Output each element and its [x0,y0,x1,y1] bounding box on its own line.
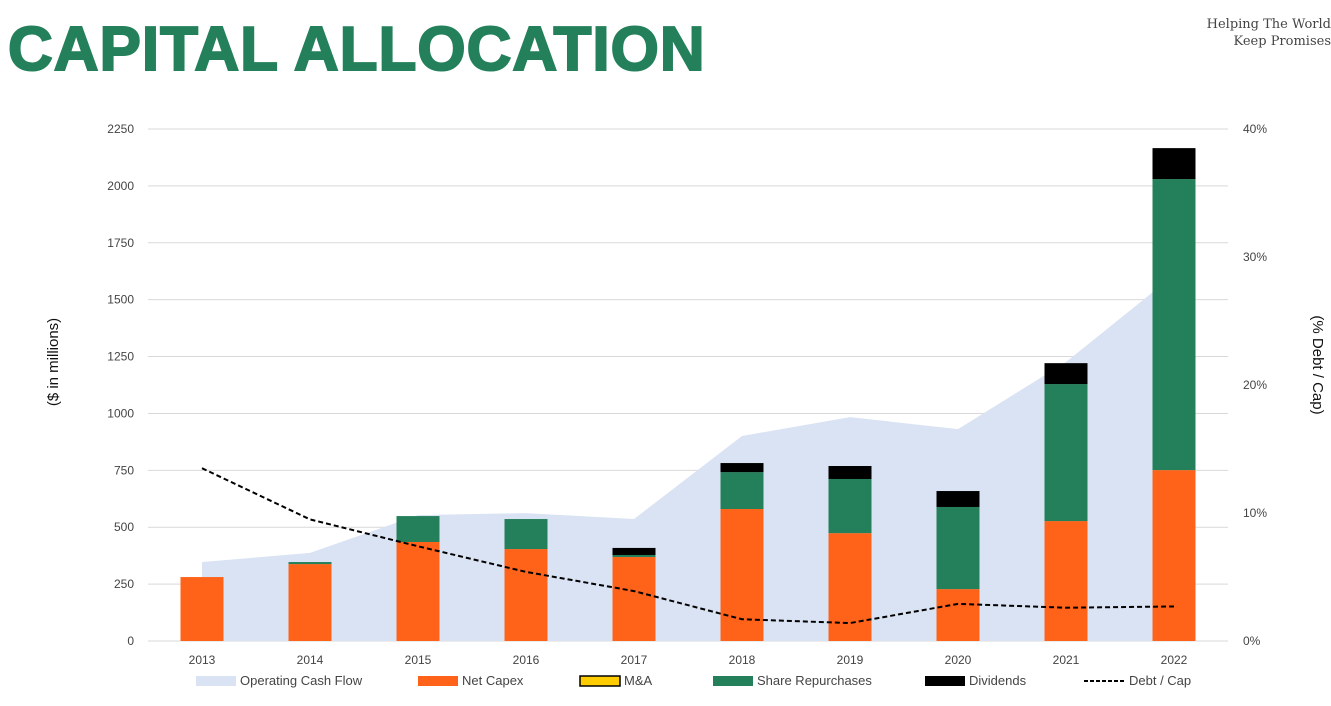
bar-net-capex-2016 [504,549,548,641]
legend-operating-cash-flow-swatch [196,676,236,686]
y-tick-label: 1750 [107,236,134,250]
x-tick-label: 2017 [621,653,648,667]
y2-tick-label: 40% [1243,122,1267,136]
bar-dividends-2020 [936,491,980,507]
bar-net-capex-2022 [1152,470,1196,641]
y2-tick-label: 10% [1243,506,1267,520]
x-tick-label: 2013 [189,653,216,667]
y2-axis-label: (% Debt / Cap) [1309,315,1326,414]
x-tick-label: 2021 [1053,653,1080,667]
bar-net-capex-2018 [720,509,764,641]
legend-m-a-label: M&A [624,673,653,688]
x-tick-label: 2019 [837,653,864,667]
y2-tick-label: 30% [1243,250,1267,264]
bar-share-repurchases-2022 [1152,179,1196,471]
legend-dividends-label: Dividends [969,673,1027,688]
bar-net-capex-2019 [828,533,872,641]
y2-tick-label: 0% [1243,634,1261,648]
bar-net-capex-2015 [396,542,440,641]
bar-net-capex-2014 [288,564,332,641]
bar-share-repurchases-2019 [828,478,872,534]
x-tick-label: 2018 [729,653,756,667]
bar-share-repurchases-2020 [936,506,980,590]
legend-share-repurchases-swatch [713,676,753,686]
area-operating-cash-flow [202,275,1174,641]
bar-share-repurchases-2014 [288,562,332,565]
bar-share-repurchases-2016 [504,519,548,550]
x-tick-label: 2014 [297,653,324,667]
y-tick-label: 2250 [107,122,134,136]
bar-dividends-2021 [1044,363,1088,385]
y-tick-label: 1500 [107,293,134,307]
bar-dividends-2022 [1152,148,1196,180]
tagline: Helping The World Keep Promises [1207,16,1331,50]
bar-net-capex-2021 [1044,521,1088,641]
tagline-line1: Helping The World [1206,17,1331,32]
y-tick-label: 500 [114,520,134,534]
y-tick-label: 0 [127,634,134,648]
x-tick-label: 2022 [1161,653,1188,667]
y2-tick-label: 20% [1243,378,1267,392]
y-tick-label: 750 [114,463,134,477]
y-tick-label: 250 [114,577,134,591]
page-title: CAPITAL ALLOCATION [7,14,706,85]
y-tick-label: 1250 [107,350,134,364]
bar-net-capex-2020 [936,589,980,641]
bar-net-capex-2013 [180,577,224,641]
bar-dividends-2018 [720,463,764,473]
legend-dividends-swatch [925,676,965,686]
legend-share-repurchases-label: Share Repurchases [757,673,872,688]
y-axis-label: ($ in millions) [45,318,62,406]
x-tick-label: 2016 [513,653,540,667]
legend-debt-cap-label: Debt / Cap [1129,673,1191,688]
y-tick-label: 1000 [107,406,134,420]
bar-share-repurchases-2017 [612,554,656,558]
bar-net-capex-2017 [612,557,656,641]
bar-dividends-2017 [612,547,656,555]
bar-share-repurchases-2018 [720,472,764,510]
x-tick-label: 2015 [405,653,432,667]
tagline-line2: Keep Promises [1233,34,1331,49]
x-tick-label: 2020 [945,653,972,667]
legend-m-a-swatch [579,675,621,687]
line-debt-cap [201,467,1175,625]
bar-share-repurchases-2021 [1044,384,1088,522]
bar-dividends-2019 [828,466,872,479]
legend-operating-cash-flow-label: Operating Cash Flow [240,673,363,688]
legend-net-capex-label: Net Capex [462,673,524,688]
legend-net-capex-swatch [418,676,458,686]
bar-share-repurchases-2015 [396,516,440,543]
y-tick-label: 2000 [107,179,134,193]
